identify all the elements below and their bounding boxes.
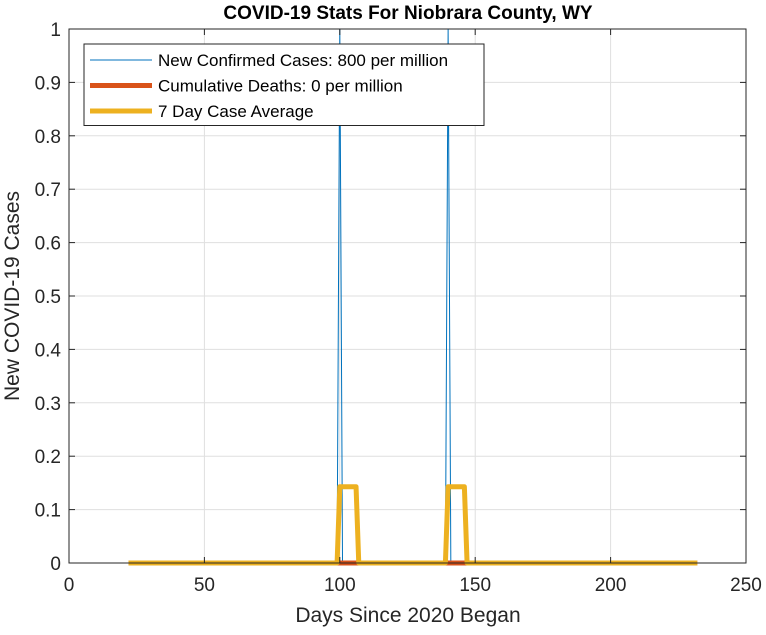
x-tick-label: 50	[194, 575, 215, 596]
x-tick-label: 0	[64, 575, 75, 596]
x-tick-label: 250	[730, 575, 762, 596]
chart-title: COVID-19 Stats For Niobrara County, WY	[223, 3, 592, 24]
y-tick-label: 0.1	[35, 501, 61, 522]
y-tick-label: 0.4	[35, 340, 62, 361]
ticks: 0 50 100 150 200 250 0 0.1 0.2 0.3 0.4 0.5 0.6 0.7 0.8…	[35, 20, 762, 596]
y-tick-label: 0.8	[35, 127, 61, 148]
y-tick-label: 0.3	[35, 394, 61, 415]
y-tick-label: 0.2	[35, 447, 61, 468]
x-tick-label: 200	[595, 575, 627, 596]
y-axis-title: New COVID-19 Cases	[1, 191, 24, 401]
legend-label: New Confirmed Cases: 800 per million	[158, 51, 448, 70]
y-tick-label: 0.7	[35, 180, 61, 201]
x-tick-label: 150	[459, 575, 491, 596]
x-axis-title: Days Since 2020 Began	[295, 604, 520, 627]
y-tick-label: 1	[50, 20, 61, 41]
y-tick-label: 0.5	[35, 287, 61, 308]
legend: New Confirmed Cases: 800 per million Cumu…	[83, 43, 485, 126]
legend-label: Cumulative Deaths: 0 per million	[158, 77, 403, 96]
legend-label: 7 Day Case Average	[158, 102, 314, 121]
x-tick-label: 100	[324, 575, 356, 596]
y-tick-label: 0	[50, 554, 61, 575]
y-tick-label: 0.6	[35, 234, 61, 255]
y-tick-label: 0.9	[35, 73, 61, 94]
